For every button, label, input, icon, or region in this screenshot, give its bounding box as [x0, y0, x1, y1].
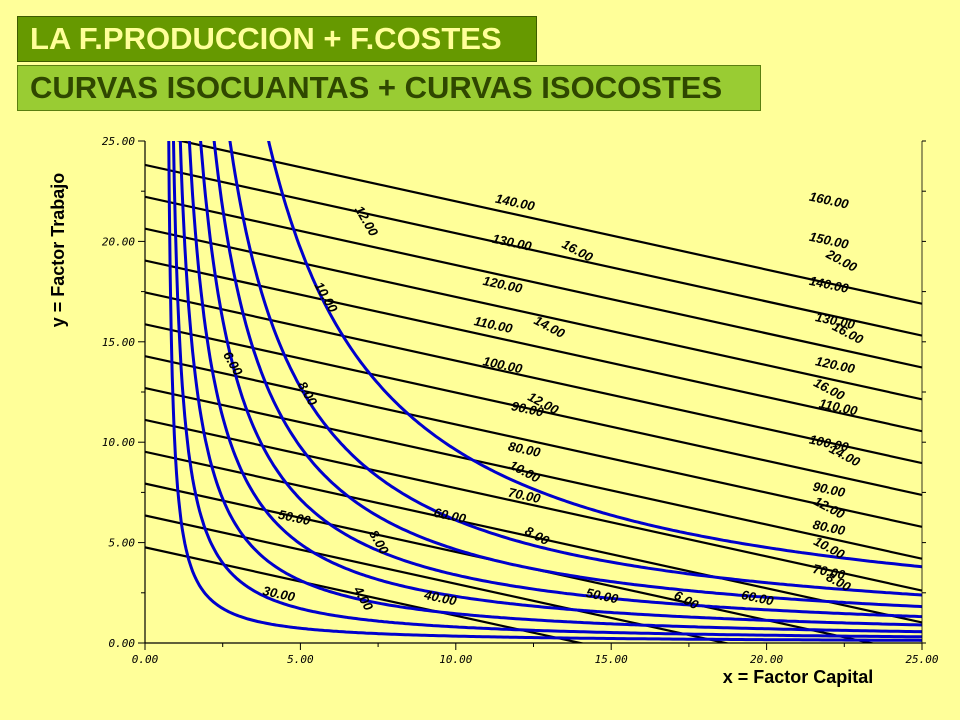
x-tick-label: 10.00: [439, 653, 472, 666]
x-tick-label: 0.00: [132, 653, 159, 666]
isocost-label: 80.00: [507, 438, 543, 460]
isocost-line: [145, 355, 922, 528]
isocost-label: 100.00: [482, 353, 525, 376]
isoquant-label: 12.00: [352, 203, 382, 239]
isocost-line: [145, 418, 922, 592]
plot-area: [145, 141, 922, 643]
isocost-label: 50.00: [585, 585, 621, 607]
isocost-label: 60.00: [432, 505, 468, 527]
isocost-line: [145, 546, 586, 643]
isocost-label: 140.00: [808, 273, 851, 296]
isocost-line: [145, 386, 922, 560]
page-subtitle: CURVAS ISOCUANTAS + CURVAS ISOCOSTES: [17, 65, 761, 111]
isoquant-label: 8.00: [295, 379, 321, 409]
isocost-line: [145, 163, 922, 337]
x-axis-title: x = Factor Capital: [723, 667, 874, 687]
isoquant-curve: [187, 141, 922, 627]
page-title: LA F.PRODUCCION + F.COSTES: [17, 16, 537, 62]
isocost-line: [145, 323, 922, 497]
isocost-label: 60.00: [740, 587, 776, 609]
isocost-label: 90.00: [812, 479, 848, 501]
y-tick-label: 20.00: [102, 235, 135, 248]
isocost-line: [145, 259, 922, 433]
isoquant-curve: [178, 141, 922, 634]
isocost-line: [176, 141, 922, 305]
isocost-label: 130.00: [491, 231, 534, 254]
isoquant-curve: [199, 141, 922, 619]
isocost-line: [145, 514, 731, 643]
isocost-label: 30.00: [261, 583, 297, 605]
isocost-label: 70.00: [507, 485, 543, 507]
y-axis-title: y = Factor Trabajo: [48, 173, 68, 328]
isocost-label: 40.00: [422, 587, 459, 609]
x-tick-label: 25.00: [905, 653, 938, 666]
isocost-label: 90.00: [510, 398, 546, 420]
isocost-label: 70.00: [812, 561, 848, 583]
isocost-line: [145, 227, 922, 401]
isoquant-curve: [172, 141, 922, 639]
isoquant-curve: [267, 141, 922, 569]
y-tick-label: 5.00: [109, 537, 136, 550]
isocost-label: 50.00: [277, 507, 313, 529]
y-tick-label: 15.00: [102, 336, 135, 349]
y-tick-label: 10.00: [102, 436, 135, 449]
isocost-label: 80.00: [812, 517, 848, 539]
x-tick-label: 20.00: [750, 653, 783, 666]
isoquant-curve: [167, 141, 922, 642]
isoquant-label: 8.00: [366, 527, 392, 557]
isoquant-curve: [228, 141, 922, 597]
y-tick-label: 25.00: [102, 135, 135, 148]
y-tick-label: 0.00: [109, 637, 136, 650]
isocost-line: [145, 195, 922, 369]
isoquant-curve: [212, 141, 922, 609]
x-tick-label: 5.00: [287, 653, 314, 666]
isocost-line: [145, 291, 922, 465]
isocost-label: 120.00: [814, 353, 857, 376]
isocost-label: 160.00: [808, 189, 851, 212]
x-tick-label: 15.00: [595, 653, 628, 666]
isocost-label: 120.00: [482, 273, 525, 296]
isocost-line: [145, 450, 922, 624]
axes: 0.00 5.00 10.00 15.00 20.00 25.00 0.00 5.00 10.0…: [102, 135, 939, 666]
